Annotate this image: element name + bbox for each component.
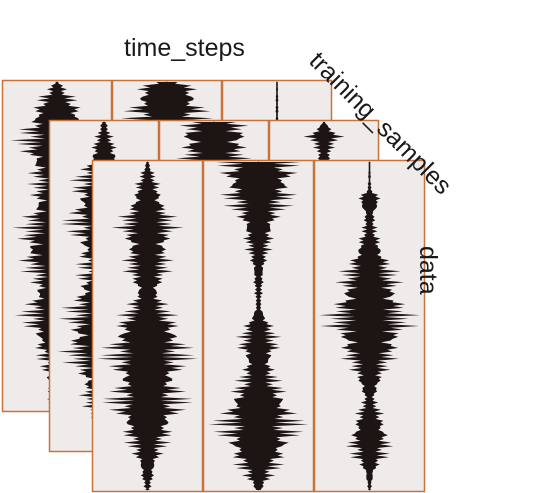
panel-border bbox=[313, 159, 426, 493]
seismic-waveform-front-1 bbox=[97, 162, 198, 490]
seismic-waveform-front-3 bbox=[318, 162, 421, 490]
time-steps-axis-label: time_steps bbox=[124, 34, 245, 62]
panel-border bbox=[202, 159, 315, 493]
data-axis-label: data bbox=[414, 246, 442, 295]
seismic-waveform-front-2 bbox=[208, 162, 309, 490]
panel-border bbox=[91, 159, 204, 493]
front-sample-layer bbox=[91, 159, 426, 493]
